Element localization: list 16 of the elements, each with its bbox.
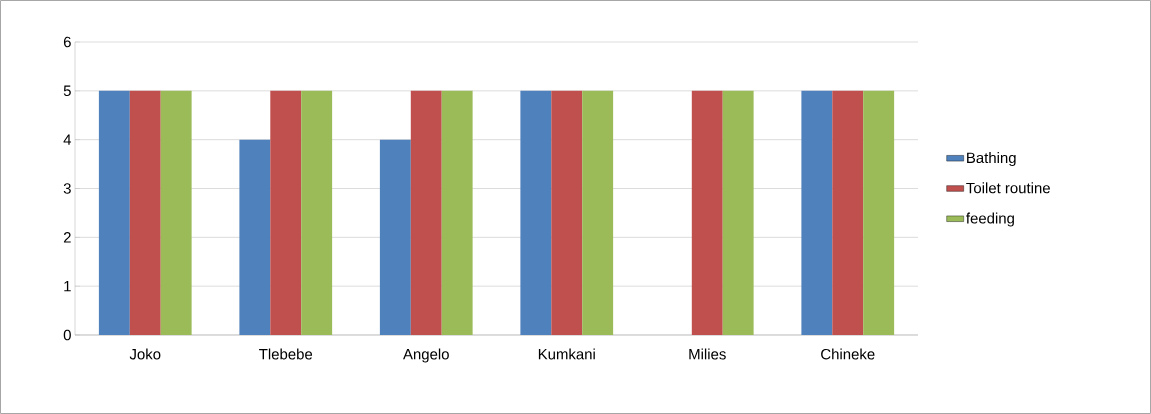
legend-label: Bathing [967,152,1016,166]
y-tick-label: 5 [63,85,71,97]
y-tick-label: 4 [63,134,72,145]
x-tick-label: Chineke [821,348,875,360]
y-tick-label: 0 [63,329,71,341]
y-tick-label: 6 [63,36,71,48]
y-tick-label: 3 [63,183,71,194]
x-tick-label: Angelo [403,348,449,363]
y-tick-label: 2 [63,232,71,243]
x-tick-label: Joko [129,348,161,360]
legend-label: feeding [966,212,1014,227]
x-tick-label: Tlebebe [259,348,313,360]
x-tick-label: Kumkani [538,348,595,360]
y-tick-label: 1 [64,281,71,292]
x-tick-label: Milies [689,348,726,360]
legend-label: Toilet routine [966,182,1050,194]
